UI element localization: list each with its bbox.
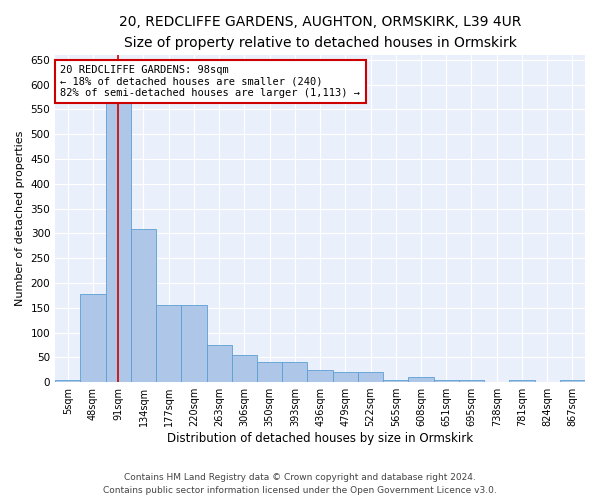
Bar	[80, 294, 106, 382]
Bar	[434, 380, 459, 382]
Bar	[509, 380, 535, 382]
Bar	[206, 345, 232, 382]
Bar	[409, 377, 434, 382]
Bar	[55, 380, 80, 382]
Bar	[106, 70, 131, 382]
Y-axis label: Number of detached properties: Number of detached properties	[15, 131, 25, 306]
Bar	[131, 230, 156, 382]
Text: Contains HM Land Registry data © Crown copyright and database right 2024.
Contai: Contains HM Land Registry data © Crown c…	[103, 474, 497, 495]
Bar	[282, 362, 307, 382]
Bar	[257, 362, 282, 382]
Bar	[332, 372, 358, 382]
Bar	[459, 380, 484, 382]
Bar	[560, 380, 585, 382]
Bar	[383, 380, 409, 382]
Bar	[358, 372, 383, 382]
Title: 20, REDCLIFFE GARDENS, AUGHTON, ORMSKIRK, L39 4UR
Size of property relative to d: 20, REDCLIFFE GARDENS, AUGHTON, ORMSKIRK…	[119, 15, 521, 50]
Bar	[307, 370, 332, 382]
Bar	[232, 355, 257, 382]
X-axis label: Distribution of detached houses by size in Ormskirk: Distribution of detached houses by size …	[167, 432, 473, 445]
Bar	[156, 306, 181, 382]
Text: 20 REDCLIFFE GARDENS: 98sqm
← 18% of detached houses are smaller (240)
82% of se: 20 REDCLIFFE GARDENS: 98sqm ← 18% of det…	[61, 64, 361, 98]
Bar	[181, 306, 206, 382]
